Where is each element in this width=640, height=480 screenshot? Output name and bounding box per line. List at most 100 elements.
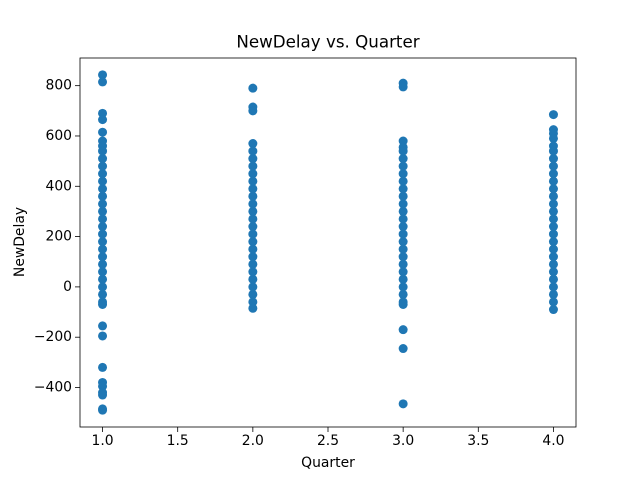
- point: [548, 222, 558, 232]
- point: [398, 325, 408, 335]
- y-tick-label: −200: [34, 329, 72, 345]
- point: [548, 146, 558, 156]
- point: [248, 274, 258, 284]
- point: [98, 176, 108, 186]
- x-tick-label: 2.0: [242, 433, 264, 449]
- point: [248, 161, 258, 171]
- point: [398, 154, 408, 164]
- point: [248, 176, 258, 186]
- y-tick-label: 0: [63, 279, 72, 295]
- point: [398, 300, 408, 310]
- point: [98, 214, 108, 224]
- point: [398, 146, 408, 156]
- point: [398, 259, 408, 269]
- point: [548, 184, 558, 194]
- point: [98, 252, 108, 262]
- point: [248, 289, 258, 299]
- point: [548, 154, 558, 164]
- y-tick-label: 400: [45, 178, 72, 194]
- x-tick-label: 1.0: [91, 433, 113, 449]
- point: [548, 282, 558, 292]
- point: [248, 169, 258, 179]
- y-tick-label: 600: [45, 128, 72, 144]
- point: [248, 206, 258, 216]
- point: [98, 282, 108, 292]
- x-tick-label: 1.5: [167, 433, 189, 449]
- point: [248, 267, 258, 277]
- x-tick-label: 4.0: [542, 433, 564, 449]
- point: [548, 214, 558, 224]
- point: [248, 282, 258, 292]
- point: [248, 146, 258, 156]
- point: [98, 108, 108, 118]
- point: [98, 127, 108, 137]
- point: [398, 274, 408, 284]
- axes-frame: [79, 57, 577, 428]
- point: [398, 267, 408, 277]
- point: [248, 297, 258, 307]
- point: [248, 229, 258, 239]
- point: [98, 381, 108, 391]
- point: [98, 154, 108, 164]
- point: [398, 214, 408, 224]
- point: [248, 191, 258, 201]
- point: [398, 191, 408, 201]
- point: [548, 305, 558, 315]
- x-tick-label: 3.5: [467, 433, 489, 449]
- point: [98, 161, 108, 171]
- x-axis-label: Quarter: [301, 455, 355, 471]
- point: [98, 331, 108, 341]
- point: [548, 274, 558, 284]
- point: [98, 199, 108, 209]
- point: [548, 289, 558, 299]
- point: [548, 169, 558, 179]
- point: [248, 259, 258, 269]
- point: [398, 222, 408, 232]
- point: [548, 229, 558, 239]
- point: [98, 146, 108, 156]
- point: [248, 154, 258, 164]
- point: [548, 133, 558, 143]
- point: [548, 206, 558, 216]
- point: [248, 252, 258, 262]
- point: [98, 289, 108, 299]
- point: [248, 244, 258, 254]
- point: [98, 300, 108, 310]
- point: [398, 176, 408, 186]
- point: [98, 206, 108, 216]
- point: [248, 237, 258, 247]
- point: [98, 390, 108, 400]
- point: [248, 184, 258, 194]
- point: [548, 259, 558, 269]
- point: [248, 139, 258, 149]
- point: [398, 252, 408, 262]
- point: [98, 70, 108, 80]
- point: [248, 303, 258, 313]
- y-tick-label: −400: [34, 380, 72, 396]
- point: [98, 274, 108, 284]
- point: [548, 244, 558, 254]
- point: [548, 110, 558, 120]
- point: [98, 222, 108, 232]
- point: [248, 214, 258, 224]
- point: [398, 282, 408, 292]
- point: [98, 237, 108, 247]
- point: [398, 344, 408, 354]
- point: [548, 267, 558, 277]
- point: [98, 267, 108, 277]
- x-tick-label: 3.0: [392, 433, 414, 449]
- point: [98, 321, 108, 331]
- point: [248, 106, 258, 116]
- point: [398, 184, 408, 194]
- point: [398, 244, 408, 254]
- point: [98, 405, 108, 415]
- y-tick-label: 200: [45, 229, 72, 245]
- point: [398, 289, 408, 299]
- point: [98, 229, 108, 239]
- point: [398, 199, 408, 209]
- point: [548, 297, 558, 307]
- y-axis-label: NewDelay: [12, 207, 28, 277]
- point: [248, 199, 258, 209]
- point: [398, 399, 408, 409]
